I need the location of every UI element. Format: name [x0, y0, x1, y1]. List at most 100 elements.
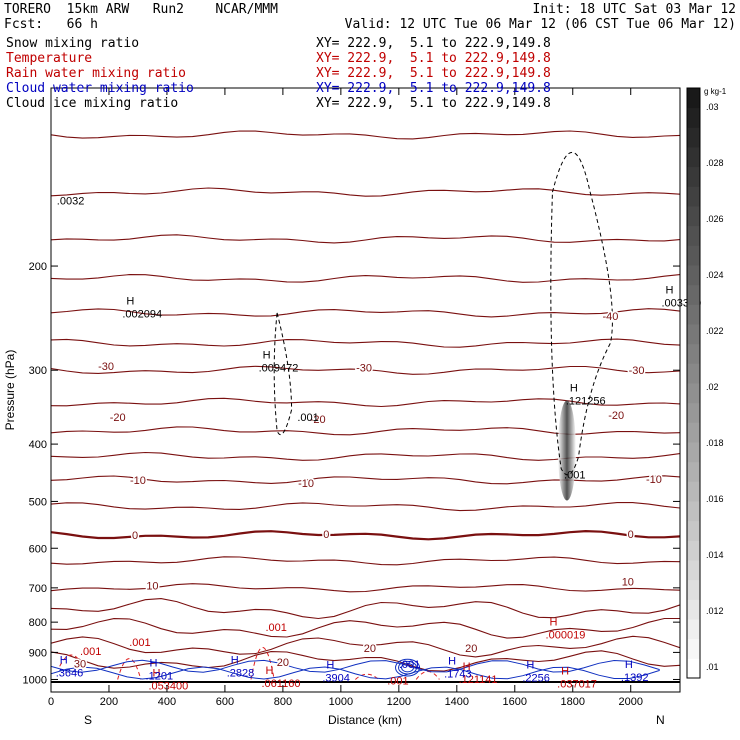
colorbar-tick-label: .02 [706, 382, 719, 392]
colorbar-cell [687, 619, 700, 640]
colorbar-cell [687, 540, 700, 561]
field-name-temperature: Temperature [6, 51, 93, 66]
plot-frame [50, 87, 681, 693]
x-tick-label: 400 [158, 696, 176, 708]
temperature-contour [51, 274, 680, 283]
colorbar-cell [687, 383, 700, 404]
colorbar-cell [687, 88, 700, 109]
y-tick-label: 900 [29, 647, 47, 659]
colorbar-cell [687, 501, 700, 522]
cloud-water-contour [51, 666, 660, 680]
temperature-contour-label: 0 [628, 529, 634, 541]
max-marker-label: H [550, 616, 558, 628]
rain-water-contour [117, 658, 142, 680]
valid-time: Valid: 12 UTC Tue 06 Mar 12 (06 CST Tue … [344, 17, 736, 32]
colorbar-cell [687, 107, 700, 128]
colorbar-tick-label: .026 [706, 214, 724, 224]
temperature-contour [51, 502, 680, 512]
snow-shading [557, 400, 576, 501]
max-value-label: .2828 [227, 667, 255, 679]
rain-water-contour [250, 647, 275, 680]
max-marker-label: H [326, 660, 334, 672]
y-tick-label: 700 [29, 583, 47, 595]
x-tick-label: 200 [100, 696, 118, 708]
temperature-contour [51, 475, 680, 485]
snow-contour [550, 151, 613, 476]
colorbar-cell [687, 324, 700, 345]
cloud-ice-contour [273, 312, 293, 436]
contour-value-label: .001 [129, 637, 150, 649]
y-tick-label: 400 [29, 439, 47, 451]
field-name-cloud-water: Cloud water mixing ratio [6, 81, 194, 96]
temperature-contour [51, 598, 680, 620]
temperature-contour-label: 0 [323, 529, 329, 541]
colorbar-cell [687, 422, 700, 443]
y-tick-label: 800 [29, 617, 47, 629]
temperature-contour [51, 617, 680, 639]
x-tick-label: 600 [216, 696, 234, 708]
colorbar-tick-label: .01 [706, 662, 719, 672]
temperature-contour-label: -30 [98, 361, 114, 373]
x-tick-label: 2000 [618, 696, 642, 708]
colorbar-tick-label: .022 [706, 326, 724, 336]
field-xy-temperature: XY= 222.9, 5.1 to 222.9,149.8 [316, 51, 551, 66]
contour-value-label: .001 [387, 676, 408, 688]
colorbar-cell [687, 481, 700, 502]
max-value-label: .002094 [122, 308, 162, 320]
max-value-label: .061160 [261, 678, 300, 690]
x-tick-label: 1000 [329, 696, 353, 708]
x-tick-label: 1400 [445, 696, 469, 708]
max-marker-label: H [265, 665, 273, 677]
max-value-label: .121141 [459, 674, 498, 686]
temperature-contour-label: -20 [310, 414, 326, 426]
colorbar-cell [687, 147, 700, 168]
plot-background [51, 88, 680, 692]
max-value-label: .1743 [444, 669, 472, 681]
colorbar-cell [687, 658, 700, 679]
rain-water-contour [415, 671, 440, 680]
contour-value-label: .001 [265, 622, 286, 634]
colorbar-cell [687, 442, 700, 463]
temperature-contour-label: 30 [74, 659, 86, 671]
y-tick-label: 600 [29, 543, 47, 555]
max-value-label: .000019 [546, 629, 586, 641]
contour-value-label: .001 [80, 646, 101, 658]
x-tick-label: 1800 [561, 696, 585, 708]
contour-value-label: .001 [399, 659, 420, 671]
temperature-contour-label: 20 [465, 643, 477, 655]
cloud-water-contour [395, 658, 421, 677]
y-tick-label: 1000 [23, 674, 47, 686]
max-value-label: .037017 [557, 678, 597, 690]
contour-value-label: .001 [564, 469, 585, 481]
temperature-contour [51, 130, 680, 140]
max-value-label: .053400 [148, 680, 188, 692]
contour-value-label: .0032 [57, 196, 85, 208]
temperature-contour-label: 20 [277, 657, 289, 669]
max-marker-label: H [625, 659, 633, 671]
max-marker-label: H [561, 665, 569, 677]
field-name-cloud-ice: Cloud ice mixing ratio [6, 96, 179, 111]
temperature-contour-label: -10 [298, 478, 314, 490]
colorbar-tick-label: .016 [706, 494, 724, 504]
max-marker-label: H [150, 658, 158, 670]
contour-value-label: .001 [297, 412, 318, 424]
max-marker-label: H [448, 656, 456, 668]
y-axis-label: Pressure (hPa) [3, 350, 17, 431]
max-marker-label: H [666, 284, 674, 296]
temperature-contour-label: -20 [110, 412, 126, 424]
temperature-contour-label: -40 [602, 311, 618, 323]
field-xy-cloud-ice: XY= 222.9, 5.1 to 222.9,149.8 [316, 96, 551, 111]
colorbar-frame [686, 87, 701, 679]
colorbar-tick-label: .018 [706, 438, 724, 448]
max-marker-label: H [152, 667, 160, 679]
colorbar-cell [687, 206, 700, 227]
temperature-contour [51, 338, 680, 348]
temperature-contour-label: -30 [629, 365, 645, 377]
temperature-contour-label: -10 [646, 474, 662, 486]
temperature-contour [51, 650, 680, 672]
colorbar-cell [687, 127, 700, 148]
colorbar-cell [687, 560, 700, 581]
x-tick-label: 1600 [503, 696, 527, 708]
max-value-label: .009472 [259, 362, 299, 374]
